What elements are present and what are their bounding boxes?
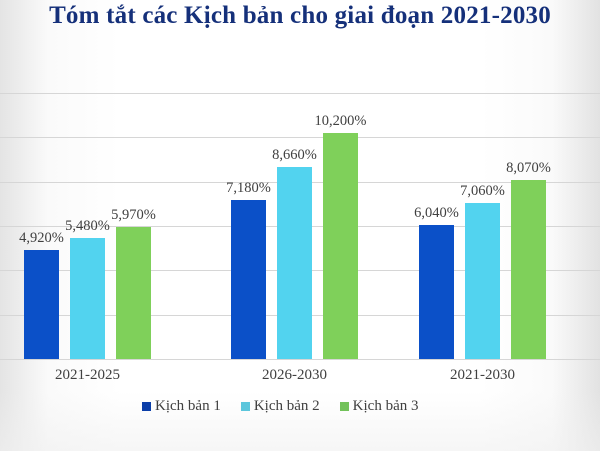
legend-swatch-icon bbox=[339, 402, 349, 411]
bar-2-2021-2025[interactable] bbox=[70, 237, 105, 359]
data-label: 7,180% bbox=[226, 179, 271, 196]
background-shade bbox=[0, 391, 600, 451]
data-label: 5,970% bbox=[111, 206, 156, 223]
data-label: 8,070% bbox=[506, 160, 551, 177]
bar-1-2021-2025[interactable] bbox=[24, 249, 59, 359]
gridline bbox=[0, 93, 600, 94]
chart-title: Tóm tắt các Kịch bản cho giai đoạn 2021-… bbox=[49, 2, 551, 29]
data-label: 4,920% bbox=[19, 229, 64, 246]
data-label: 5,480% bbox=[65, 217, 110, 234]
data-label: 10,200% bbox=[314, 112, 367, 129]
bar-3-2021-2025[interactable] bbox=[116, 226, 151, 359]
category-label: 2026-2030 bbox=[262, 367, 327, 383]
legend: Kịch bản 1 Kịch bản 2 Kịch bản 3 bbox=[142, 398, 418, 415]
bar-2-2026-2030[interactable] bbox=[277, 167, 312, 359]
bar-1-2026-2030[interactable] bbox=[231, 199, 266, 359]
legend-item-kich-ban-3[interactable]: Kịch bản 3 bbox=[339, 398, 419, 415]
data-label: 7,060% bbox=[460, 182, 505, 199]
data-label: 6,040% bbox=[414, 205, 459, 222]
category-label: 2021-2025 bbox=[55, 367, 120, 383]
bar-3-2021-2030[interactable] bbox=[511, 180, 546, 359]
bar-1-2021-2030[interactable] bbox=[419, 225, 454, 359]
bar-3-2026-2030[interactable] bbox=[323, 132, 358, 359]
data-label: 8,660% bbox=[272, 147, 317, 164]
legend-swatch-icon bbox=[240, 402, 250, 411]
legend-swatch-icon bbox=[142, 402, 151, 411]
legend-label: Kịch bản 3 bbox=[352, 398, 419, 414]
legend-label: Kịch bản 2 bbox=[253, 398, 320, 414]
legend-item-kich-ban-1[interactable]: Kịch bản 1 bbox=[142, 398, 221, 415]
legend-label: Kịch bản 1 bbox=[155, 398, 221, 414]
category-label: 2021-2030 bbox=[450, 367, 515, 383]
bar-2-2021-2030[interactable] bbox=[465, 202, 500, 359]
gridline bbox=[0, 359, 600, 360]
gridline bbox=[0, 137, 600, 139]
legend-item-kich-ban-2[interactable]: Kịch bản 2 bbox=[240, 398, 320, 415]
